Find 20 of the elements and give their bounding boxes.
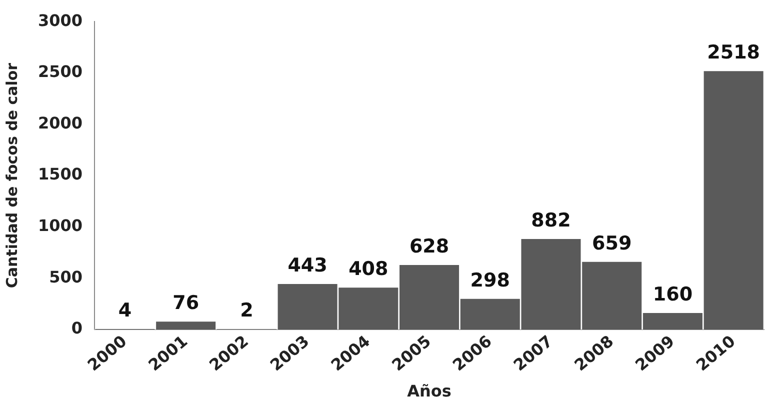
y-tick-label: 1500 xyxy=(38,164,83,184)
data-label: 298 xyxy=(470,269,510,292)
data-label: 659 xyxy=(592,232,632,254)
data-label: 408 xyxy=(348,258,388,280)
y-tick-label: 500 xyxy=(49,267,83,286)
data-label: 76 xyxy=(172,292,200,314)
y-tick-label: 0 xyxy=(71,318,83,338)
data-label: 443 xyxy=(288,254,328,276)
x-axis-title: Años xyxy=(407,382,452,401)
y-tick-label: 2500 xyxy=(38,62,83,82)
y-tick-label: 3000 xyxy=(38,10,83,30)
data-label: 4 xyxy=(118,299,132,322)
y-tick-label: 1000 xyxy=(38,216,83,235)
y-axis-title: Cantidad de focos de calor xyxy=(2,62,21,288)
data-label: 2 xyxy=(240,300,254,322)
y-tick-label: 2000 xyxy=(38,113,83,132)
data-label: 628 xyxy=(409,235,450,258)
data-label: 2518 xyxy=(707,42,760,64)
data-label: 882 xyxy=(531,209,571,232)
data-label: 160 xyxy=(652,283,693,306)
